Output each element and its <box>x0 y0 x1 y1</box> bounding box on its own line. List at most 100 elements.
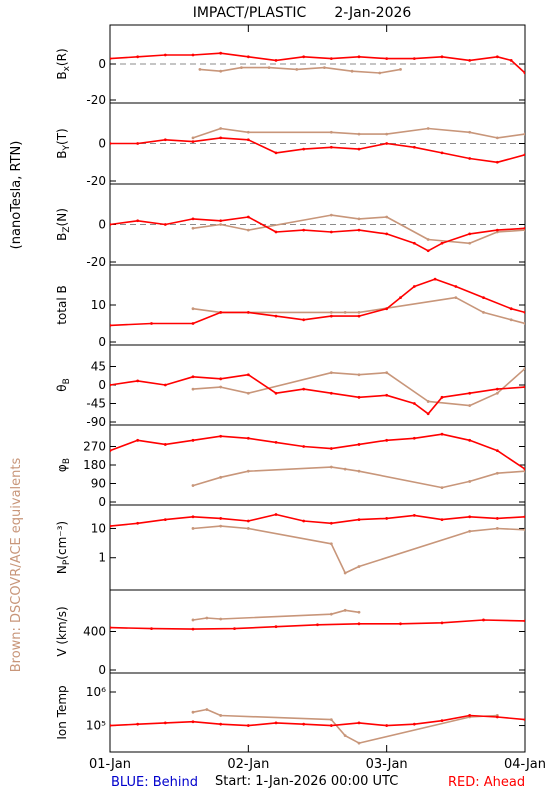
dscovr-point-temp <box>205 708 209 711</box>
panel-theta: 45 0 -45 -90 θB <box>55 344 526 429</box>
dscovr-point-bx <box>198 68 202 71</box>
dscovr-series-bx <box>199 66 401 74</box>
ahead-point-bx <box>219 51 223 55</box>
dscovr-point-temp <box>343 734 347 738</box>
ytick-label-phi: 180 <box>83 458 106 472</box>
dscovr-point-theta <box>329 371 333 375</box>
ahead-point-bx <box>412 57 416 60</box>
ahead-point-phi <box>523 467 525 471</box>
dscovr-point-bz <box>219 223 223 226</box>
ahead-point-v <box>357 622 361 626</box>
dscovr-point-bt <box>454 296 458 299</box>
ahead-point-temp <box>385 724 389 727</box>
dscovr-series-theta <box>192 368 525 407</box>
dscovr-point-np <box>329 542 333 546</box>
ahead-point-bx <box>357 55 361 59</box>
panel-np: 10 1 NP(cm⁻³) <box>55 504 526 591</box>
ahead-point-by <box>440 151 444 155</box>
ahead-point-bt <box>329 314 333 318</box>
panel-frame-v <box>109 589 526 674</box>
ahead-point-np <box>385 517 389 520</box>
xtick-label: 02-Jan <box>227 757 269 772</box>
ylabel-bx: Bx(R) <box>55 48 72 79</box>
dscovr-series-bt <box>192 296 525 325</box>
ahead-point-phi <box>110 449 112 453</box>
panel-temp: 10⁶ 10⁵ Ion Temp <box>55 672 526 753</box>
ahead-point-theta <box>110 383 112 387</box>
ahead-point-theta <box>136 379 140 383</box>
ahead-point-v <box>233 627 236 631</box>
ahead-point-by <box>385 142 389 145</box>
x-axis: 01-Jan 02-Jan 03-Jan 04-Jan <box>89 25 546 772</box>
dscovr-point-phi <box>468 480 472 483</box>
dscovr-point-bx <box>219 69 223 73</box>
dscovr-point-phi <box>523 469 525 473</box>
ahead-point-bz <box>110 223 112 226</box>
ahead-point-phi <box>302 445 306 448</box>
dscovr-point-phi <box>495 471 499 475</box>
ytick-label-theta: -90 <box>86 415 106 429</box>
dscovr-point-by <box>495 136 499 140</box>
ahead-point-bx <box>274 59 278 62</box>
ahead-series-phi <box>110 433 525 470</box>
ahead-point-np <box>246 519 250 523</box>
panel-by: 0 -20 BY(T) <box>55 102 526 188</box>
ahead-point-bz <box>412 241 416 245</box>
dscovr-point-bx <box>323 66 326 69</box>
dscovr-point-phi <box>329 465 333 469</box>
panel-frame-temp <box>109 672 526 753</box>
ahead-point-bt <box>454 285 458 288</box>
ahead-point-temp <box>219 722 223 726</box>
ytick-label-theta: -45 <box>86 397 106 411</box>
ytick-label-temp: 10⁵ <box>86 719 106 733</box>
ahead-point-phi <box>357 443 361 446</box>
ahead-point-bx <box>509 59 513 62</box>
dscovr-point-by <box>523 132 525 136</box>
ahead-point-theta <box>523 385 525 389</box>
dscovr-point-temp <box>219 714 223 717</box>
dscovr-point-by <box>468 130 472 134</box>
dscovr-point-bx <box>399 68 402 71</box>
ahead-point-phi <box>412 436 416 440</box>
dscovr-series-phi <box>192 466 525 489</box>
dscovr-point-phi <box>246 469 250 473</box>
dscovr-point-bx <box>240 66 243 69</box>
ahead-point-phi <box>246 436 250 440</box>
dscovr-note: Brown: DSCOVR/ACE equivalents <box>9 458 24 673</box>
panel-frame-phi <box>109 424 526 506</box>
dscovr-series-bz <box>192 214 525 245</box>
ahead-point-np <box>219 517 223 520</box>
ahead-point-bz <box>246 215 250 219</box>
dscovr-point-phi <box>343 467 347 471</box>
ylabel-theta: θB <box>55 378 72 392</box>
ahead-point-bt <box>246 311 250 314</box>
dscovr-point-np <box>191 527 195 530</box>
dscovr-point-bz <box>191 226 195 230</box>
ahead-point-bx <box>136 55 140 59</box>
ahead-point-bx <box>302 55 306 59</box>
ytick-label-np: 10 <box>91 521 106 535</box>
dscovr-point-bx <box>350 69 354 73</box>
ahead-point-bz <box>163 223 167 226</box>
ahead-point-np <box>468 515 472 519</box>
dscovr-point-bx <box>267 66 271 69</box>
dscovr-point-theta <box>357 373 361 377</box>
ahead-point-theta <box>163 383 167 387</box>
ahead-point-bx <box>246 55 250 59</box>
dscovr-point-bz <box>357 217 361 221</box>
panel-v: 400 0 V (km/s) <box>55 589 526 677</box>
behind-legend: BLUE: Behind <box>111 775 198 790</box>
ytick-label-bx: 0 <box>98 57 106 71</box>
ahead-series-np <box>110 513 525 527</box>
ahead-point-v <box>150 627 153 631</box>
ahead-point-by <box>219 136 223 140</box>
ahead-point-by <box>246 138 250 142</box>
ahead-point-np <box>440 518 444 522</box>
panel-bt: 10 0 total B <box>55 264 526 349</box>
ahead-point-bt <box>191 322 195 325</box>
xtick-label: 04-Jan <box>504 757 546 772</box>
ahead-point-temp <box>163 721 167 725</box>
ahead-point-theta <box>274 391 278 395</box>
title-instrument: IMPACT/PLASTIC <box>193 5 307 21</box>
